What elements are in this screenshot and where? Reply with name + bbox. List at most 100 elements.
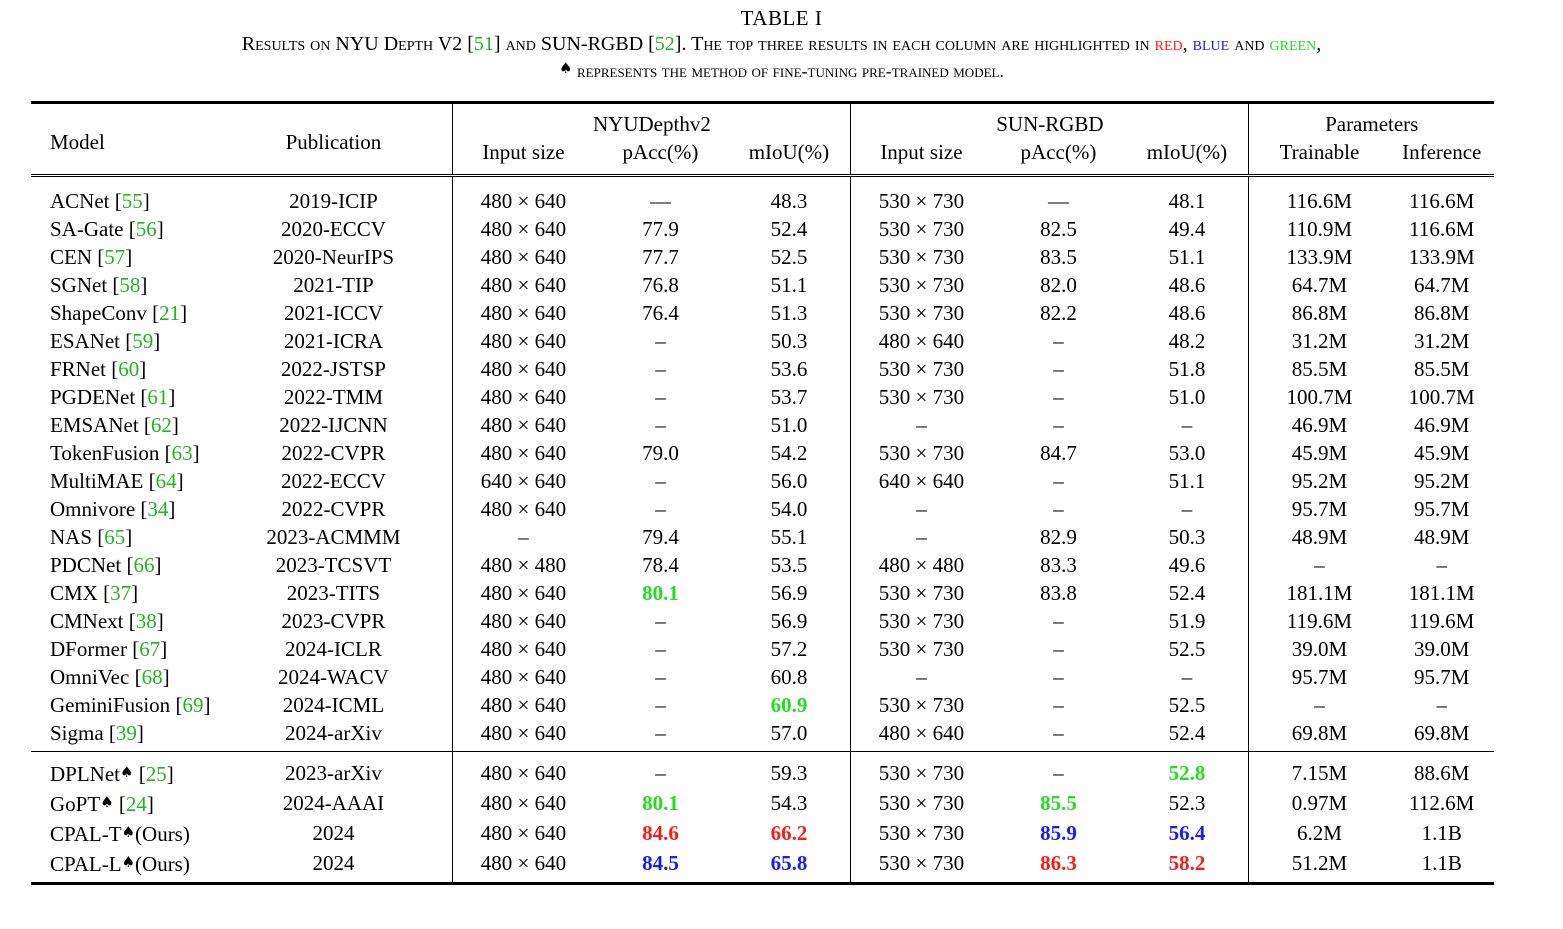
- highlighted-value-red: 84.6: [642, 821, 679, 845]
- cell-infer: 112.6M: [1409, 791, 1475, 815]
- citation-link[interactable]: 67: [139, 637, 161, 661]
- cell-train: 85.5M: [1248, 355, 1390, 383]
- table-row: CMNext [38] 2023-CVPR 480 × 640 – 56.9 530 × …: [31, 607, 1494, 635]
- citation-link[interactable]: 25: [145, 762, 167, 786]
- model-name: SGNet: [50, 273, 108, 297]
- cell-nyu-pacc: 76.8: [642, 273, 679, 297]
- cell-sun-pacc: 84.7: [1040, 441, 1077, 465]
- cell-infer: 95.7M: [1414, 665, 1470, 689]
- citation-link[interactable]: 64: [155, 469, 177, 493]
- citation-link[interactable]: 61: [147, 385, 169, 409]
- model-name: Sigma: [50, 721, 104, 745]
- cell-nyu-in: 480 × 640: [452, 175, 594, 215]
- highlighted-value-green: 85.5: [1040, 791, 1077, 815]
- cell-infer: 116.6M: [1409, 217, 1475, 241]
- citation-link[interactable]: 24: [125, 792, 147, 816]
- cell-sun-in: 640 × 640: [850, 467, 992, 495]
- col-header-nyu-pacc: pAcc(%): [622, 140, 699, 164]
- citation-link[interactable]: 57: [104, 245, 126, 269]
- cell-nyu-miou: 54.0: [770, 497, 808, 521]
- cell-nyu-in: 480 × 640: [452, 818, 594, 848]
- table-row: ACNet [55] 2019-ICIP 480 × 640 — 48.3 530 × 7…: [31, 175, 1494, 215]
- cell-sun-miou: 52.8: [1125, 752, 1249, 789]
- cell-nyu-miou: 51.3: [770, 301, 808, 325]
- cell-model: OmniVec [68]: [50, 665, 170, 689]
- citation-link[interactable]: 68: [141, 665, 163, 689]
- cell-infer: –: [1436, 553, 1447, 577]
- citation-link[interactable]: 37: [110, 581, 132, 605]
- table-row: DFormer [67] 2024-ICLR 480 × 640 – 57.2 530 ×…: [31, 635, 1494, 663]
- highlighted-value-green: 80.1: [642, 581, 679, 605]
- cell-sun-pacc: 82.0: [1040, 273, 1077, 297]
- cell-sun-miou: 49.4: [1168, 217, 1206, 241]
- model-name: CMX: [50, 581, 98, 605]
- cell-nyu-pacc: –: [655, 637, 666, 661]
- table-row: OmniVec [68] 2024-WACV 480 × 640 – 60.8 – – – 95…: [31, 663, 1494, 691]
- model-name: CEN: [50, 245, 92, 269]
- citation-link[interactable]: 59: [132, 329, 154, 353]
- cell-sun-miou: 50.3: [1168, 525, 1206, 549]
- cell-nyu-miou: 53.7: [770, 385, 808, 409]
- citation-link[interactable]: 21: [159, 301, 181, 325]
- cell-pub: 2021-ICRA: [283, 329, 384, 353]
- cell-infer: 181.1M: [1408, 581, 1475, 605]
- cell-infer: 86.8M: [1414, 301, 1470, 325]
- citation-link[interactable]: 69: [182, 693, 204, 717]
- citation-link[interactable]: 58: [119, 273, 141, 297]
- citation-link[interactable]: 66: [133, 553, 155, 577]
- cell-sun-miou: 51.8: [1168, 357, 1206, 381]
- cell-infer: 64.7M: [1414, 273, 1470, 297]
- citation-link[interactable]: 38: [135, 609, 157, 633]
- cell-nyu-pacc: –: [655, 721, 666, 745]
- table-row: CMX [37] 2023-TITS 480 × 640 80.1 56.9 530 × …: [31, 579, 1494, 607]
- cell-train: 7.15M: [1248, 751, 1390, 788]
- cell-pub: 2024-WACV: [278, 665, 389, 689]
- cell-infer: 48.9M: [1414, 525, 1470, 549]
- cell-train: 45.9M: [1248, 439, 1390, 467]
- model-name: EMSANet: [50, 413, 139, 437]
- citation-link[interactable]: 52: [654, 33, 675, 55]
- cell-sun-pacc: 85.5: [991, 788, 1125, 818]
- cell-model: ACNet [55]: [50, 189, 150, 213]
- cell-infer: 85.5M: [1414, 357, 1470, 381]
- cell-nyu-pacc: –: [655, 761, 666, 785]
- citation-link[interactable]: 55: [121, 189, 143, 213]
- highlighted-value-green: 60.9: [770, 693, 808, 717]
- cell-nyu-pacc: –: [655, 693, 666, 717]
- cell-pub: 2023-arXiv: [285, 761, 382, 785]
- citation-link[interactable]: 65: [104, 525, 126, 549]
- cell-nyu-pacc: –: [655, 413, 666, 437]
- col-header-sun-pacc: pAcc(%): [1020, 140, 1097, 164]
- highlighted-value-green: 52.8: [1168, 761, 1206, 785]
- highlighted-value-red: 86.3: [1040, 851, 1077, 875]
- cell-model: CPAL-L♠(Ours): [31, 848, 214, 884]
- model-name: FRNet: [50, 357, 107, 381]
- cell-nyu-pacc: 77.7: [642, 245, 679, 269]
- caption-text: ,: [1316, 33, 1322, 55]
- cell-sun-miou: 56.4: [1125, 818, 1249, 848]
- col-header-inference: Inference: [1402, 140, 1482, 164]
- highlighted-value-red: 66.2: [770, 821, 808, 845]
- citation-link[interactable]: 60: [118, 357, 140, 381]
- cell-train: 100.7M: [1248, 383, 1390, 411]
- cell-model: Sigma [39]: [50, 721, 144, 745]
- cell-nyu-in: 480 × 640: [452, 327, 594, 355]
- cell-nyu-in: 480 × 640: [452, 719, 594, 752]
- citation-link[interactable]: 39: [115, 721, 137, 745]
- cell-nyu-miou: 48.3: [770, 189, 808, 213]
- cell-nyu-miou: 57.2: [770, 637, 808, 661]
- citation-link[interactable]: 62: [150, 413, 172, 437]
- cell-sun-in: 480 × 640: [850, 327, 992, 355]
- citation-link[interactable]: 51: [473, 33, 494, 55]
- cell-nyu-miou: 52.4: [770, 217, 808, 241]
- cell-model: SGNet [58]: [50, 273, 148, 297]
- cell-train: 116.6M: [1248, 175, 1390, 215]
- cell-model: TokenFusion [63]: [50, 441, 200, 465]
- citation-link[interactable]: 56: [135, 217, 157, 241]
- cell-nyu-in: 480 × 640: [452, 215, 594, 243]
- cell-sun-miou: 52.5: [1168, 693, 1206, 717]
- citation-link[interactable]: 63: [171, 441, 193, 465]
- model-name: NAS: [50, 525, 93, 549]
- citation-link[interactable]: 34: [147, 497, 169, 521]
- cell-nyu-miou: 56.9: [770, 609, 808, 633]
